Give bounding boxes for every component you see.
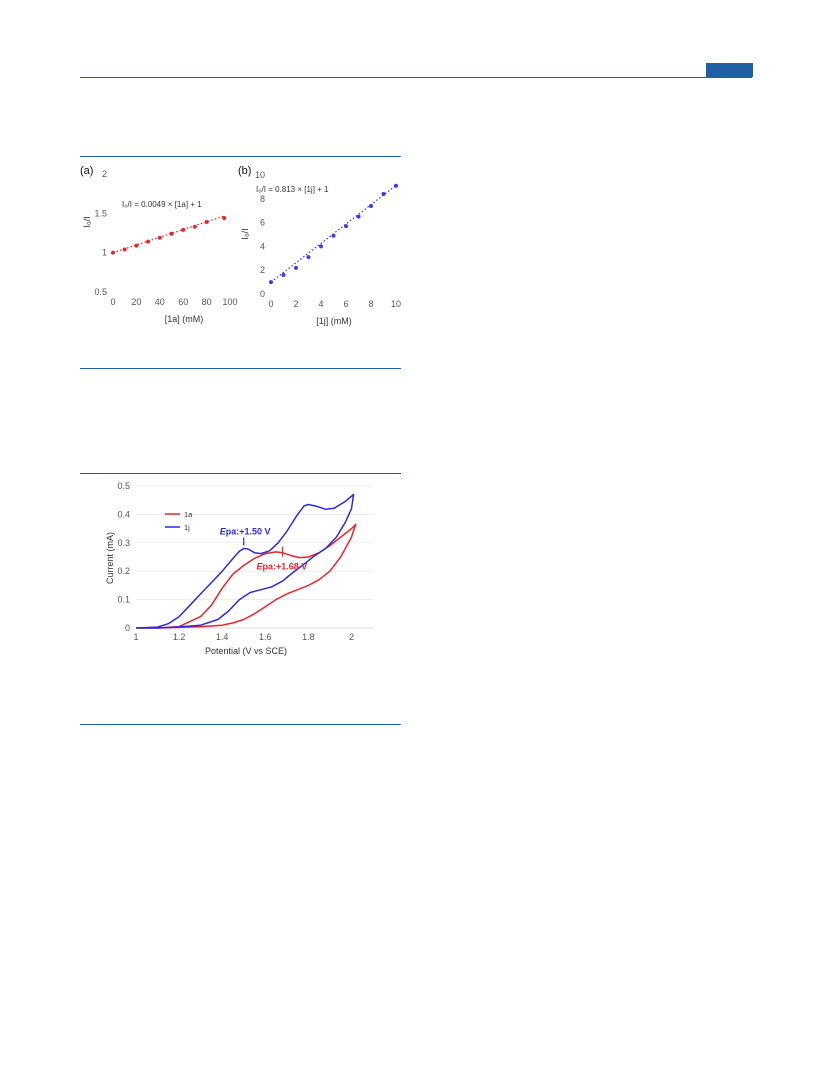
data-point [319, 244, 323, 249]
x-tick-label: 60 [178, 297, 188, 307]
y-tick-label: 0 [260, 289, 265, 299]
x-tick-label: 8 [368, 299, 373, 309]
equation-b: I₀/I = 0.813 × [1j] + 1 [256, 185, 329, 194]
y-tick-label: 1.5 [94, 208, 107, 218]
data-point [331, 233, 336, 238]
x-tick-label: 40 [155, 297, 165, 307]
series-line-1j [135, 493, 355, 629]
y-axis-label-a: I₀/I [82, 216, 92, 227]
x-tick-label: 1.4 [216, 632, 229, 642]
data-point [294, 265, 298, 270]
header-rule [80, 77, 752, 78]
x-tick-label: 6 [343, 299, 348, 309]
series-line-1a [136, 523, 357, 629]
x-tick-label: 20 [131, 297, 141, 307]
data-point [169, 231, 174, 236]
data-point [134, 243, 139, 248]
y-axis-label-cv: Current (mA) [105, 532, 115, 584]
stern-volmer-plot-b: (b) I₀/I = 0.813 × [1j] + 1 0 2 4 6 8 10 0 2 4 6 8… [238, 165, 401, 326]
data-point [146, 239, 151, 244]
data-point [204, 219, 209, 224]
data-point [344, 224, 348, 229]
data-point [192, 224, 197, 229]
x-tick-label: 0 [268, 299, 273, 309]
data-point [356, 214, 361, 219]
x-axis-label-b: [1j] (mM) [316, 316, 352, 326]
figure-2-top-rule [80, 473, 401, 474]
y-tick-label: 0.4 [117, 509, 130, 519]
x-tick-label: 1.6 [259, 632, 272, 642]
x-tick-label: 0 [110, 297, 115, 307]
y-tick-label: 1 [102, 248, 107, 258]
x-tick-label: 80 [202, 297, 212, 307]
y-tick-label: 0.2 [117, 566, 130, 576]
stern-volmer-plot-a: (a) I₀/I = 0.0049 × [1a] + 1 0 20 40 60 80 10… [80, 165, 238, 324]
data-point [111, 250, 115, 255]
y-tick-label: 4 [260, 241, 265, 251]
x-tick-label: 100 [222, 297, 237, 307]
y-tick-label: 10 [255, 170, 265, 180]
y-tick-label: 0.5 [117, 481, 130, 491]
x-axis-label-a: [1a] (mM) [165, 314, 204, 324]
x-tick-label: 2 [293, 299, 298, 309]
data-point [281, 272, 286, 277]
data-point [181, 227, 186, 232]
y-tick-label: 2 [260, 265, 265, 275]
peak-annotation-1a: Epa:+1.68 V [257, 562, 308, 572]
data-point [369, 203, 373, 208]
y-tick-label: 6 [260, 218, 265, 228]
data-point [306, 255, 311, 260]
y-tick-label: 0.3 [117, 538, 130, 548]
x-tick-label: 1.2 [173, 632, 186, 642]
x-tick-label: 4 [318, 299, 323, 309]
x-tick-label: 1 [133, 632, 138, 642]
figure-2-bottom-rule [80, 724, 401, 725]
x-tick-label: 2 [349, 632, 354, 642]
header-tab [706, 63, 753, 77]
data-point [381, 192, 386, 197]
legend-label: 1j [184, 523, 190, 532]
y-tick-label: 0.1 [117, 595, 130, 605]
x-tick-label: 1.8 [302, 632, 315, 642]
y-tick-label: 0.5 [94, 287, 107, 297]
cyclic-voltammogram: 0 0.1 0.2 0.3 0.4 0.5 1 1.2 1.4 1.6 1.8 2 1a 1j Epa:+… [105, 481, 373, 656]
legend-label: 1a [184, 510, 193, 519]
y-tick-label: 8 [260, 194, 265, 204]
y-tick-label: 2 [102, 169, 107, 179]
data-point [269, 280, 273, 285]
x-tick-label: 10 [391, 299, 401, 309]
data-point [394, 183, 398, 188]
x-axis-label-cv: Potential (V vs SCE) [205, 646, 287, 656]
data-point [222, 216, 227, 221]
peak-annotation-1j: Epa:+1.50 V [220, 526, 271, 536]
figure-1-bottom-rule [80, 368, 401, 369]
panel-label-b: (b) [238, 165, 251, 177]
data-point [157, 235, 162, 240]
equation-a: I₀/I = 0.0049 × [1a] + 1 [122, 200, 202, 209]
panel-label-a: (a) [80, 165, 93, 177]
data-point [122, 247, 127, 252]
figure-1-top-rule [80, 156, 401, 157]
y-axis-label-b: I₀/I [240, 228, 250, 239]
y-tick-label: 0 [125, 623, 130, 633]
